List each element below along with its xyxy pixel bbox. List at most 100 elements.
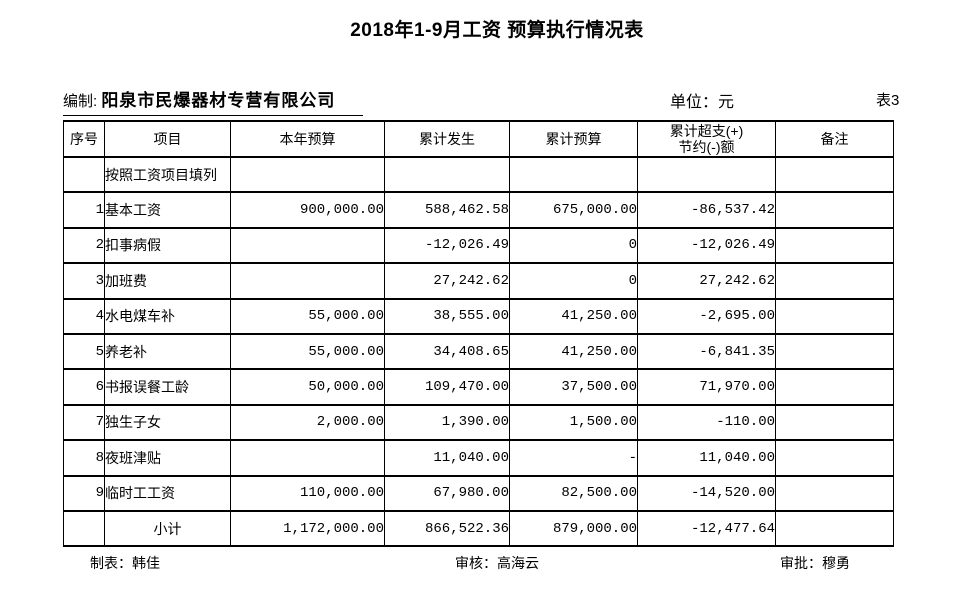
cell-note xyxy=(775,403,894,442)
cell-item: 养老补 xyxy=(104,332,231,371)
cell-annual_budget: 55,000.00 xyxy=(230,297,385,335)
cell-note xyxy=(775,262,894,300)
col-header-cumulative-actual: 累计发生 xyxy=(384,120,510,158)
cell-over_saving: -86,537.42 xyxy=(637,191,776,229)
cell-cumulative_budget: 0 xyxy=(509,226,638,265)
cell-over_saving: 71,970.00 xyxy=(637,368,776,406)
cell-item: 按照工资项目填列 xyxy=(104,155,231,194)
cell-cumulative_actual: 109,470.00 xyxy=(384,368,510,406)
col-header-annual-budget: 本年预算 xyxy=(230,120,385,158)
cell-over_saving: -2,695.00 xyxy=(637,297,776,335)
table-row: 6 书报误餐工龄 50,000.00 109,470.00 37,500.00 71,97… xyxy=(63,368,894,406)
cell-cumulative_actual: 1,390.00 xyxy=(384,403,510,442)
table-row: 1 基本工资 900,000.00 588,462.58 675,000.00 -86,5… xyxy=(63,191,894,229)
cell-item: 水电煤车补 xyxy=(104,297,231,335)
cell-cumulative_budget: 41,250.00 xyxy=(509,297,638,335)
cell-over_saving: -14,520.00 xyxy=(637,474,776,512)
cell-cumulative_actual: 11,040.00 xyxy=(384,439,510,477)
cell-item: 加班费 xyxy=(104,262,231,300)
cell-cumulative_budget: 0 xyxy=(509,262,638,300)
cell-cumulative_actual: 38,555.00 xyxy=(384,297,510,335)
cell-cumulative_actual: 67,980.00 xyxy=(384,474,510,512)
cell-cumulative_actual: 866,522.36 xyxy=(384,509,510,548)
cell-annual_budget xyxy=(230,155,385,194)
cell-cumulative_budget: 1,500.00 xyxy=(509,403,638,442)
cell-note xyxy=(775,155,894,194)
cell-cumulative_budget: 675,000.00 xyxy=(509,191,638,229)
cell-item: 书报误餐工龄 xyxy=(104,368,231,406)
unit-label: 单位：元 xyxy=(670,94,735,111)
cell-note xyxy=(775,297,894,335)
cell-seq: 3 xyxy=(63,262,105,300)
prepared-by-line: 编制: 阳泉市民爆器材专营有限公司 xyxy=(63,86,363,116)
cell-item: 扣事病假 xyxy=(104,226,231,265)
table-row: 2 扣事病假 -12,026.49 0 -12,026.49 xyxy=(63,226,894,265)
cell-seq: 7 xyxy=(63,403,105,442)
budget-table: 序号 项目 本年预算 累计发生 累计预算 累计超支(+) 节约(-)额 备注 按… xyxy=(63,120,894,548)
table-header: 序号 项目 本年预算 累计发生 累计预算 累计超支(+) 节约(-)额 备注 xyxy=(63,120,894,158)
approver-signature: 审批：穆勇 xyxy=(780,555,850,571)
maker-signature: 制表：韩佳 xyxy=(90,555,160,571)
table-row: 9 临时工工资 110,000.00 67,980.00 82,500.00 -14,52… xyxy=(63,474,894,512)
cell-annual_budget: 50,000.00 xyxy=(230,368,385,406)
cell-seq: 2 xyxy=(63,226,105,265)
cell-over_saving: -12,477.64 xyxy=(637,509,776,548)
signature-row: 制表：韩佳 审核：高海云 审批：穆勇 xyxy=(0,553,956,575)
cell-cumulative_budget: - xyxy=(509,439,638,477)
cell-over_saving: -110.00 xyxy=(637,403,776,442)
reviewer-signature: 审核：高海云 xyxy=(455,555,539,571)
cell-annual_budget xyxy=(230,262,385,300)
cell-seq: 1 xyxy=(63,191,105,229)
cell-cumulative_actual: 27,242.62 xyxy=(384,262,510,300)
table-row: 8 夜班津贴 11,040.00-11,040.00 xyxy=(63,439,894,477)
table-body: 按照工资项目填列 1 基本工资 900,000.00 588,462.58 675,000… xyxy=(63,155,894,548)
cell-note xyxy=(775,226,894,265)
col-header-cumulative-budget: 累计预算 xyxy=(509,120,638,158)
cell-annual_budget: 2,000.00 xyxy=(230,403,385,442)
cell-cumulative_budget xyxy=(509,155,638,194)
col-header-over-saving-line1: 累计超支(+) xyxy=(669,122,744,139)
table-row: 按照工资项目填列 xyxy=(63,155,894,194)
cell-seq xyxy=(63,155,105,194)
cell-cumulative_budget: 82,500.00 xyxy=(509,474,638,512)
cell-note xyxy=(775,474,894,512)
cell-over_saving xyxy=(637,155,776,194)
cell-over_saving: -12,026.49 xyxy=(637,226,776,265)
cell-seq: 6 xyxy=(63,368,105,406)
cell-item: 独生子女 xyxy=(104,403,231,442)
cell-annual_budget: 900,000.00 xyxy=(230,191,385,229)
sheet-number: 表3 xyxy=(876,92,900,109)
cell-cumulative_actual: 588,462.58 xyxy=(384,191,510,229)
cell-cumulative_budget: 41,250.00 xyxy=(509,332,638,371)
cell-seq: 4 xyxy=(63,297,105,335)
cell-seq xyxy=(63,509,105,548)
cell-item: 夜班津贴 xyxy=(104,439,231,477)
company-name: 阳泉市民爆器材专营有限公司 xyxy=(101,91,336,110)
cell-item: 临时工工资 xyxy=(104,474,231,512)
cell-annual_budget xyxy=(230,439,385,477)
col-header-over-saving-line2: 节约(-)额 xyxy=(678,139,735,155)
cell-annual_budget: 110,000.00 xyxy=(230,474,385,512)
cell-cumulative_actual: 34,408.65 xyxy=(384,332,510,371)
col-header-note: 备注 xyxy=(775,120,894,158)
cell-cumulative_actual: -12,026.49 xyxy=(384,226,510,265)
cell-note xyxy=(775,191,894,229)
cell-over_saving: -6,841.35 xyxy=(637,332,776,371)
cell-note xyxy=(775,368,894,406)
cell-cumulative_budget: 37,500.00 xyxy=(509,368,638,406)
prepared-by-label: 编制: xyxy=(63,93,98,110)
cell-item: 基本工资 xyxy=(104,191,231,229)
cell-over_saving: 27,242.62 xyxy=(637,262,776,300)
table-row: 小计 1,172,000.00 866,522.36 879,000.00 -12,47… xyxy=(63,509,894,548)
cell-cumulative_actual xyxy=(384,155,510,194)
cell-annual_budget: 1,172,000.00 xyxy=(230,509,385,548)
col-header-item: 项目 xyxy=(104,120,231,158)
table-row: 7 独生子女 2,000.00 1,390.00 1,500.00 -110.00 xyxy=(63,403,894,442)
cell-note xyxy=(775,509,894,548)
table-row: 5 养老补 55,000.00 34,408.65 41,250.00 -6,841.35 xyxy=(63,332,894,371)
cell-seq: 8 xyxy=(63,439,105,477)
cell-cumulative_budget: 879,000.00 xyxy=(509,509,638,548)
cell-seq: 5 xyxy=(63,332,105,371)
cell-item: 小计 xyxy=(104,509,231,548)
cell-note xyxy=(775,332,894,371)
